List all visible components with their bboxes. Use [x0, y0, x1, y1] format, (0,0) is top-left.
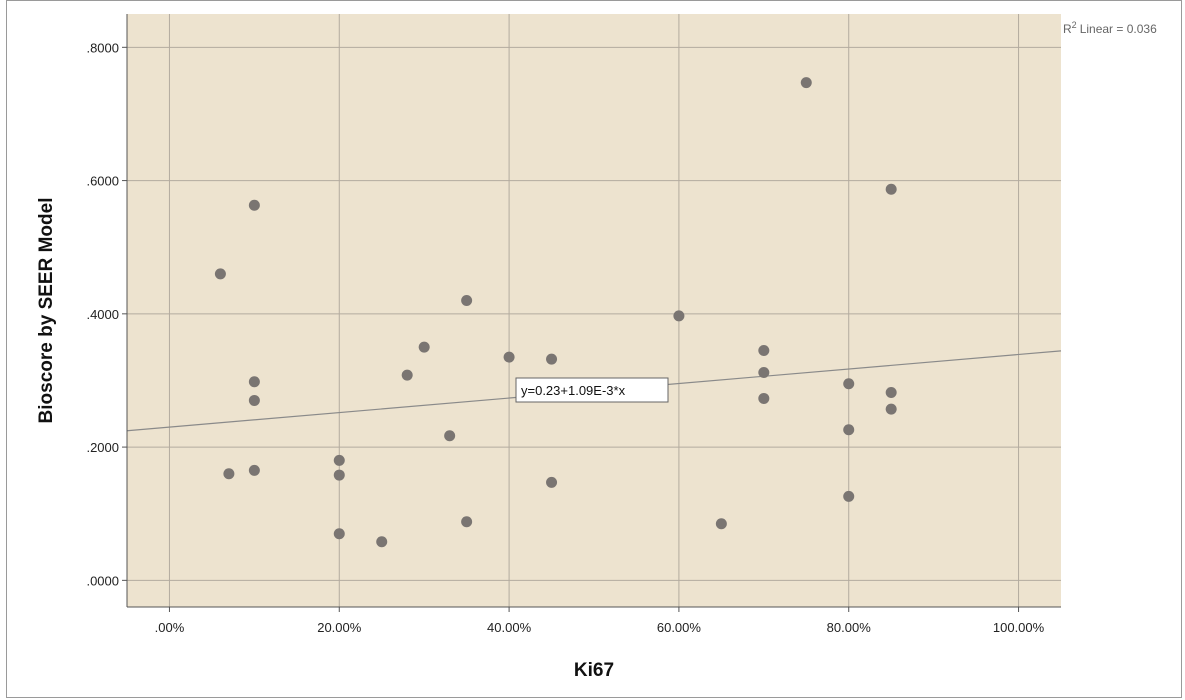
data-point [248, 464, 260, 476]
data-point [546, 353, 558, 365]
data-point [885, 386, 897, 398]
data-point [843, 490, 855, 502]
data-point [333, 528, 345, 540]
data-point [758, 366, 770, 378]
data-point [214, 268, 226, 280]
data-point [885, 183, 897, 195]
data-point [503, 351, 515, 363]
data-point [885, 403, 897, 415]
y-tick-labels: .0000 .2000 .4000 .6000 .8000 [86, 40, 119, 588]
x-tick-label: .00% [155, 620, 185, 635]
gridlines [127, 14, 1061, 607]
y-tick-label: .0000 [86, 573, 119, 588]
data-point [715, 518, 727, 530]
data-point [673, 310, 685, 322]
y-tick-label: .6000 [86, 174, 119, 189]
plot-area [127, 14, 1061, 607]
x-tick-label: 80.00% [827, 620, 872, 635]
data-point [248, 376, 260, 388]
data-point [461, 516, 473, 528]
x-tick-label: 60.00% [657, 620, 702, 635]
r2-superscript: 2 [1072, 20, 1077, 30]
y-tick-label: .8000 [86, 40, 119, 55]
data-points [214, 77, 897, 548]
data-point [248, 199, 260, 211]
data-point [376, 536, 388, 548]
x-tick-label: 20.00% [317, 620, 362, 635]
data-point [444, 430, 456, 442]
y-axis-title: Bioscore by SEER Model [36, 198, 57, 424]
fit-equation: y=0.23+1.09E-3*x [521, 383, 626, 398]
data-point [418, 341, 430, 353]
data-point [843, 378, 855, 390]
x-tick-label: 100.00% [993, 620, 1045, 635]
y-tick-label: .2000 [86, 440, 119, 455]
fit-equation-box: y=0.23+1.09E-3*x [515, 377, 669, 403]
data-point [223, 468, 235, 480]
r2-prefix: R [1063, 22, 1072, 36]
data-point [758, 392, 770, 404]
data-point [546, 476, 558, 488]
data-point [248, 394, 260, 406]
axes [122, 14, 1061, 612]
data-point [333, 454, 345, 466]
r2-value: Linear = 0.036 [1080, 22, 1157, 36]
x-tick-label: 40.00% [487, 620, 532, 635]
data-point [800, 77, 812, 89]
x-axis-title: Ki67 [574, 660, 614, 681]
data-point [461, 295, 473, 307]
data-point [758, 344, 770, 356]
r-squared-label: R2 Linear = 0.036 [1063, 20, 1157, 36]
fit-equation-border [515, 377, 669, 403]
x-tick-labels: .00% 20.00% 40.00% 60.00% 80.00% 100.00% [155, 620, 1045, 635]
data-point [843, 424, 855, 436]
data-point [333, 469, 345, 481]
data-point [401, 369, 413, 381]
y-tick-label: .4000 [86, 307, 119, 322]
